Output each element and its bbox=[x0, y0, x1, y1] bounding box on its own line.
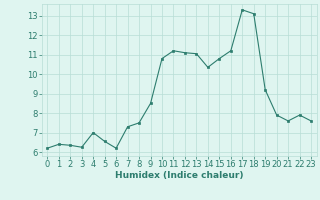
X-axis label: Humidex (Indice chaleur): Humidex (Indice chaleur) bbox=[115, 171, 244, 180]
